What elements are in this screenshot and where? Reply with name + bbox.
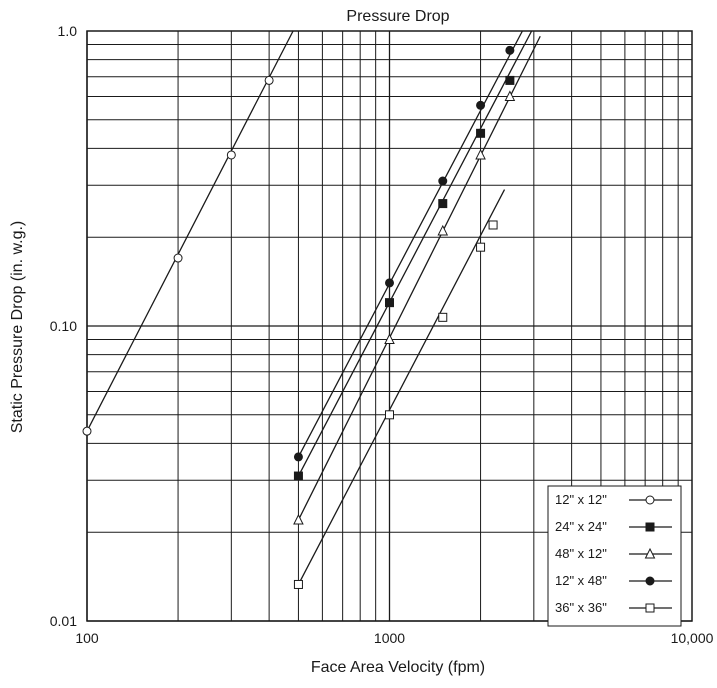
- legend: 12" x 12" 24" x 24" 48" x 12" 12" x 48" 36" …: [547, 485, 682, 627]
- data-point: [505, 45, 515, 55]
- data-point: [505, 75, 515, 85]
- data-point: [293, 471, 303, 481]
- legend-entry: 12" x 48": [555, 573, 672, 588]
- series-3: [293, 35, 541, 525]
- legend-label: 36" x 36": [555, 600, 607, 615]
- legend-label: 24" x 24": [555, 519, 607, 534]
- legend-entry: 24" x 24": [555, 519, 672, 534]
- data-point: [476, 128, 486, 138]
- legend-marker: [645, 576, 655, 586]
- legend-label: 12" x 12": [555, 492, 607, 507]
- data-point: [264, 75, 274, 85]
- tick-labels: 100 1000 10,000 1.0 0.10 0.01: [50, 23, 714, 646]
- legend-label: 48" x 12": [555, 546, 607, 561]
- chart-title: Pressure Drop: [346, 8, 449, 25]
- legend-entry: 48" x 12": [555, 546, 672, 561]
- data-point: [504, 90, 516, 101]
- plot-frame: [86, 30, 693, 622]
- series-5: [293, 189, 506, 589]
- data-point: [438, 176, 448, 186]
- data-point: [438, 312, 448, 322]
- series-layer: [82, 30, 541, 589]
- data-point: [437, 224, 449, 236]
- data-point: [438, 199, 448, 209]
- data-point: [476, 242, 486, 252]
- legend-entry: 36" x 36": [555, 600, 672, 615]
- series-line: [86, 30, 294, 432]
- legend-marker: [645, 495, 655, 505]
- data-point: [293, 513, 304, 525]
- data-point: [385, 298, 394, 308]
- x-axis-label: Face Area Velocity (fpm): [311, 659, 485, 676]
- legend-marker: [645, 603, 655, 613]
- series-line: [297, 30, 523, 458]
- legend-box: [547, 485, 682, 627]
- y-tick-label: 0.01: [50, 613, 77, 629]
- series-4: [293, 30, 523, 462]
- series-2: [293, 30, 533, 481]
- data-point: [476, 100, 486, 110]
- x-tick-label: 10,000: [671, 630, 714, 646]
- x-tick-label: 100: [75, 630, 99, 646]
- legend-marker: [645, 522, 655, 532]
- plot-border: [86, 30, 693, 622]
- y-tick-label: 1.0: [58, 23, 78, 39]
- legend-entry: 12" x 12": [555, 492, 672, 507]
- y-axis-label: Static Pressure Drop (in. w.g.): [9, 221, 26, 434]
- series-line: [297, 189, 506, 585]
- data-point: [385, 410, 394, 420]
- series-1: [82, 30, 294, 436]
- legend-marker: [644, 547, 656, 559]
- data-point: [293, 579, 303, 589]
- x-tick-label: 1000: [374, 630, 405, 646]
- series-line: [297, 35, 541, 521]
- data-point: [82, 426, 92, 436]
- y-tick-label: 0.10: [50, 318, 77, 334]
- legend-label: 12" x 48": [555, 573, 607, 588]
- data-point: [293, 452, 303, 462]
- data-point: [226, 150, 236, 160]
- data-point: [384, 333, 395, 344]
- data-point: [173, 253, 183, 263]
- series-line: [297, 30, 533, 477]
- data-point: [488, 220, 498, 230]
- data-point: [385, 278, 394, 288]
- data-point: [475, 148, 486, 160]
